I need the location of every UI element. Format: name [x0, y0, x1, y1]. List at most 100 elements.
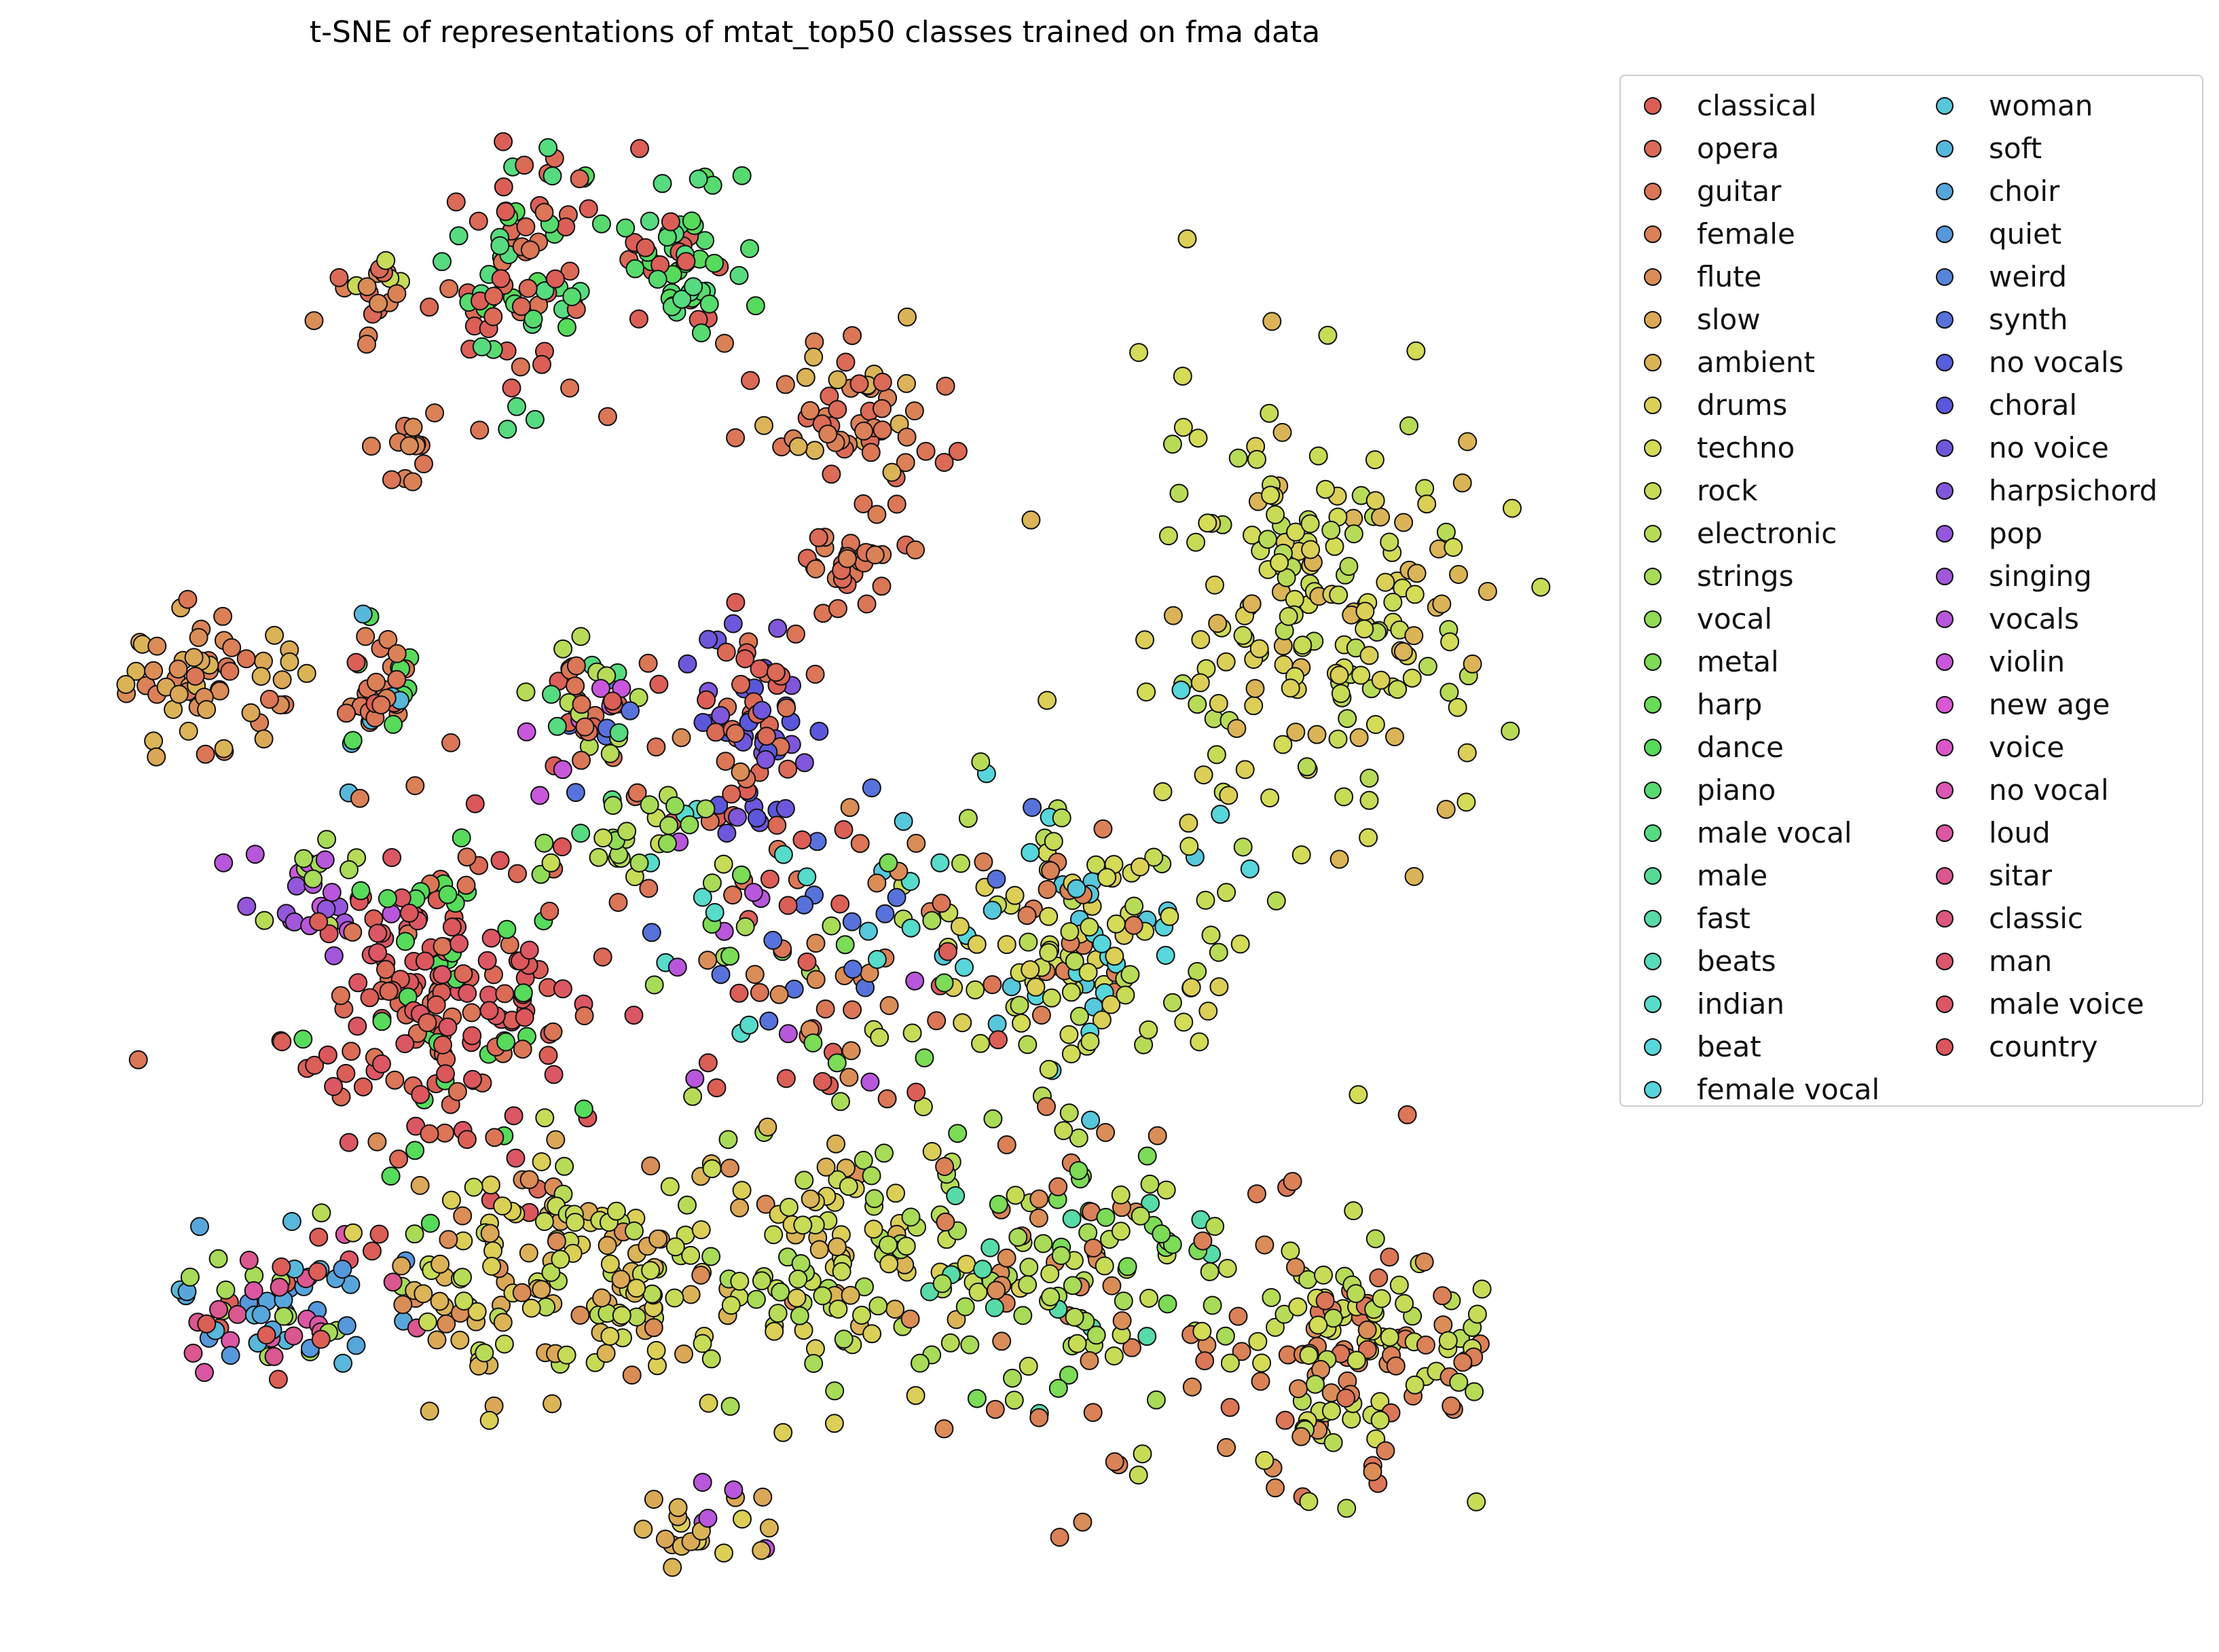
data-point — [806, 934, 826, 953]
legend-marker-icon — [1936, 909, 1954, 928]
data-point — [1258, 530, 1277, 549]
data-point — [1300, 514, 1320, 534]
scatter-points — [116, 132, 1551, 1577]
data-point — [1129, 343, 1149, 363]
data-point — [1122, 1338, 1141, 1357]
data-point — [655, 1529, 675, 1549]
data-point — [864, 1219, 883, 1239]
data-point — [1233, 625, 1253, 645]
data-point — [971, 1033, 990, 1053]
data-point — [947, 1310, 966, 1329]
data-point — [360, 988, 380, 1008]
legend-item: drums — [1621, 384, 1879, 426]
data-point — [739, 1015, 759, 1035]
legend-item: vocals — [1913, 598, 2157, 640]
data-point — [1050, 1528, 1069, 1547]
data-point — [378, 889, 397, 908]
data-point — [862, 778, 881, 798]
data-point — [741, 371, 760, 390]
legend-marker-icon — [1936, 396, 1954, 414]
legend-item: dance — [1621, 726, 1879, 769]
data-point — [629, 853, 649, 873]
data-point — [648, 1229, 668, 1249]
data-point — [1019, 1258, 1039, 1277]
data-point — [718, 1130, 738, 1150]
data-point — [387, 284, 407, 304]
data-point — [1144, 847, 1164, 867]
data-point — [339, 1133, 359, 1152]
data-point — [540, 902, 560, 921]
data-point — [792, 830, 812, 849]
data-point — [591, 214, 611, 234]
data-point — [410, 1175, 430, 1195]
data-point — [1097, 868, 1117, 887]
data-point — [1325, 536, 1344, 556]
data-point — [854, 494, 873, 513]
data-point — [511, 297, 531, 316]
data-point — [684, 277, 703, 297]
data-point — [521, 1298, 541, 1318]
data-point — [600, 744, 620, 763]
data-point — [825, 1381, 845, 1401]
data-point — [1209, 977, 1229, 997]
data-point — [769, 985, 789, 1004]
data-point — [1383, 592, 1403, 612]
data-point — [873, 399, 892, 418]
legend-marker-icon — [1644, 182, 1662, 200]
data-point — [1017, 906, 1037, 925]
data-point — [427, 1330, 447, 1350]
legend-item: no vocal — [1913, 769, 2157, 811]
data-point — [1160, 906, 1179, 926]
data-point — [767, 815, 787, 835]
legend-label: strings — [1697, 559, 1794, 593]
data-point — [403, 472, 422, 492]
data-point — [1439, 682, 1459, 702]
data-point — [458, 983, 477, 1003]
data-point — [1448, 697, 1467, 717]
data-point — [854, 421, 874, 441]
data-point — [934, 453, 954, 472]
data-point — [629, 309, 648, 329]
data-point — [376, 251, 396, 270]
data-point — [797, 867, 817, 887]
data-point — [714, 1543, 733, 1563]
data-point — [729, 265, 749, 285]
data-point — [1205, 575, 1224, 595]
data-point — [758, 1117, 777, 1137]
data-point — [720, 1397, 740, 1416]
data-point — [485, 1128, 505, 1148]
data-point — [284, 1326, 304, 1346]
data-point — [1169, 483, 1189, 503]
legend-label: male vocal — [1697, 816, 1852, 849]
data-point — [376, 959, 395, 979]
data-point — [1216, 652, 1236, 672]
data-point — [809, 528, 828, 547]
data-point — [438, 1017, 458, 1037]
data-point — [479, 1001, 499, 1021]
data-point — [717, 824, 737, 843]
data-point — [1195, 1351, 1215, 1371]
data-point — [442, 917, 462, 937]
data-point — [894, 811, 913, 831]
data-point — [1078, 963, 1098, 982]
data-point — [553, 979, 572, 999]
data-point — [659, 815, 679, 835]
legend-marker-icon — [1644, 952, 1662, 970]
data-point — [469, 211, 488, 231]
legend-label: man — [1989, 944, 2053, 978]
legend-label: beats — [1697, 944, 1776, 978]
data-point — [426, 995, 446, 1014]
data-point — [493, 1196, 513, 1216]
data-point — [842, 912, 862, 932]
data-point — [1153, 782, 1173, 801]
data-point — [1260, 403, 1279, 423]
legend-item: soft — [1913, 127, 2157, 170]
data-point — [681, 1285, 701, 1304]
data-point — [185, 666, 205, 686]
data-point — [305, 1055, 325, 1075]
data-point — [834, 1329, 854, 1349]
data-point — [960, 1335, 980, 1355]
data-point — [1372, 1289, 1391, 1308]
data-point — [384, 714, 403, 734]
data-point — [244, 1281, 263, 1300]
